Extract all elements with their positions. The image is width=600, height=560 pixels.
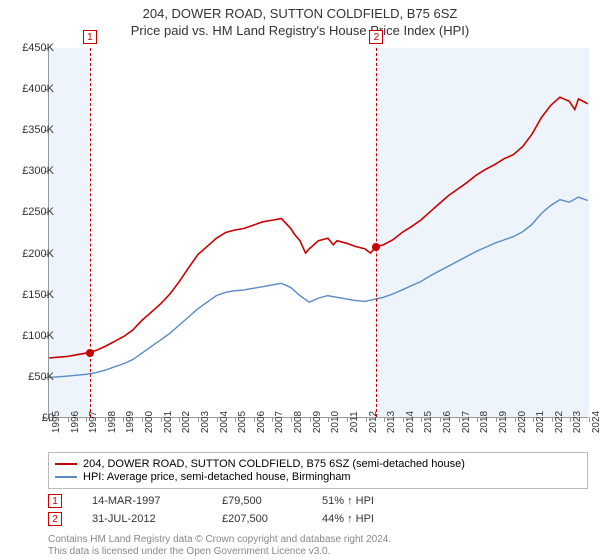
x-tick (310, 417, 311, 422)
x-axis-label: 2017 (461, 411, 472, 433)
x-axis-label: 2024 (591, 411, 600, 433)
x-axis-label: 2000 (144, 411, 155, 433)
y-axis-label: £400K (8, 83, 54, 95)
series-marker-dot (86, 349, 94, 357)
event-marker-1: 1 (48, 494, 62, 508)
x-axis-label: 2016 (442, 411, 453, 433)
x-tick (68, 417, 69, 422)
x-axis-label: 2004 (219, 411, 230, 433)
chart-lines-svg (49, 48, 588, 417)
x-axis-label: 1998 (107, 411, 118, 433)
x-axis-label: 2013 (386, 411, 397, 433)
legend-row: HPI: Average price, semi-detached house,… (55, 471, 581, 483)
legend-label-2: HPI: Average price, semi-detached house,… (83, 471, 351, 483)
x-tick (515, 417, 516, 422)
event-date-1: 14-MAR-1997 (92, 495, 192, 507)
chart-legend: 204, DOWER ROAD, SUTTON COLDFIELD, B75 6… (48, 452, 588, 489)
x-axis-label: 2014 (405, 411, 416, 433)
x-axis-label: 2012 (368, 411, 379, 433)
event-row: 1 14-MAR-1997 £79,500 51% ↑ HPI (48, 494, 374, 508)
x-tick (161, 417, 162, 422)
x-axis-label: 2005 (237, 411, 248, 433)
x-tick (440, 417, 441, 422)
x-tick (496, 417, 497, 422)
y-axis-label: £300K (8, 165, 54, 177)
x-tick (142, 417, 143, 422)
x-axis-label: 2018 (479, 411, 490, 433)
y-axis-label: £150K (8, 289, 54, 301)
event-date-2: 31-JUL-2012 (92, 513, 192, 525)
x-axis-label: 1996 (70, 411, 81, 433)
x-axis-label: 2021 (535, 411, 546, 433)
y-axis-label: £250K (8, 206, 54, 218)
events-table: 1 14-MAR-1997 £79,500 51% ↑ HPI 2 31-JUL… (48, 494, 374, 530)
chart-event-vline (376, 48, 377, 417)
y-axis-label: £450K (8, 42, 54, 54)
x-axis-label: 2006 (256, 411, 267, 433)
legend-swatch-1 (55, 463, 77, 465)
y-axis-label: £350K (8, 124, 54, 136)
x-axis-label: 1995 (51, 411, 62, 433)
y-axis-label: £100K (8, 330, 54, 342)
x-tick (105, 417, 106, 422)
x-axis-label: 2007 (274, 411, 285, 433)
x-tick (347, 417, 348, 422)
page-title: 204, DOWER ROAD, SUTTON COLDFIELD, B75 6… (0, 6, 600, 21)
y-axis-label: £50K (8, 371, 54, 383)
x-axis-label: 2023 (572, 411, 583, 433)
chart-event-marker: 2 (369, 30, 383, 44)
series-marker-dot (372, 243, 380, 251)
event-price-1: £79,500 (222, 495, 292, 507)
legend-row: 204, DOWER ROAD, SUTTON COLDFIELD, B75 6… (55, 458, 581, 470)
x-axis-label: 2008 (293, 411, 304, 433)
x-axis-label: 2001 (163, 411, 174, 433)
x-axis-label: 2009 (312, 411, 323, 433)
y-axis-label: £200K (8, 248, 54, 260)
x-axis-label: 2010 (330, 411, 341, 433)
legend-swatch-2 (55, 476, 77, 478)
x-tick (552, 417, 553, 422)
x-tick (366, 417, 367, 422)
x-tick (254, 417, 255, 422)
series-line-price_paid (49, 97, 588, 358)
legend-label-1: 204, DOWER ROAD, SUTTON COLDFIELD, B75 6… (83, 458, 465, 470)
x-axis-label: 1999 (125, 411, 136, 433)
event-hpi-1: 51% ↑ HPI (322, 495, 374, 507)
x-tick (533, 417, 534, 422)
x-tick (198, 417, 199, 422)
x-axis-label: 2003 (200, 411, 211, 433)
x-axis-label: 2011 (349, 411, 360, 433)
event-row: 2 31-JUL-2012 £207,500 44% ↑ HPI (48, 512, 374, 526)
event-price-2: £207,500 (222, 513, 292, 525)
x-axis-label: 2015 (423, 411, 434, 433)
footnote-line-2: This data is licensed under the Open Gov… (48, 546, 391, 558)
x-tick (217, 417, 218, 422)
event-hpi-2: 44% ↑ HPI (322, 513, 374, 525)
x-tick (589, 417, 590, 422)
x-tick (291, 417, 292, 422)
series-line-hpi (49, 197, 588, 377)
chart-event-vline (90, 48, 91, 417)
x-tick (403, 417, 404, 422)
x-axis-label: 1997 (88, 411, 99, 433)
chart-plot-area: 12 (48, 48, 588, 418)
x-axis-label: 2019 (498, 411, 509, 433)
event-marker-2: 2 (48, 512, 62, 526)
x-axis-label: 2022 (554, 411, 565, 433)
footnote: Contains HM Land Registry data © Crown c… (48, 534, 391, 557)
chart-event-marker: 1 (83, 30, 97, 44)
x-axis-label: 2002 (181, 411, 192, 433)
x-tick (459, 417, 460, 422)
footnote-line-1: Contains HM Land Registry data © Crown c… (48, 534, 391, 546)
y-axis-label: £0 (8, 412, 54, 424)
x-axis-label: 2020 (517, 411, 528, 433)
